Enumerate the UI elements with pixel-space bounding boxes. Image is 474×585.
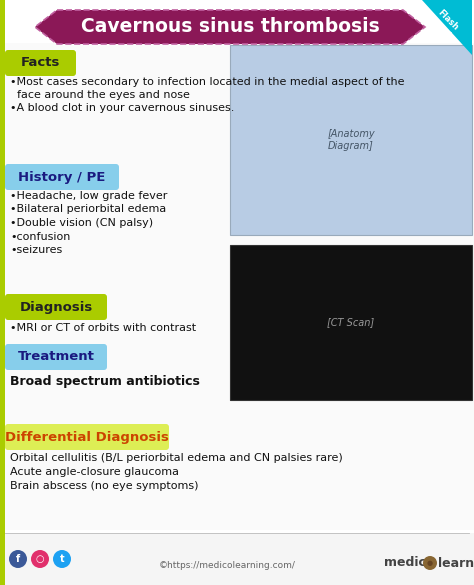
FancyBboxPatch shape: [5, 294, 107, 320]
Text: •Bilateral periorbital edema: •Bilateral periorbital edema: [10, 205, 166, 215]
Polygon shape: [422, 0, 472, 55]
Circle shape: [423, 556, 437, 570]
Text: •MRI or CT of orbits with contrast: •MRI or CT of orbits with contrast: [10, 323, 196, 333]
FancyBboxPatch shape: [5, 424, 169, 450]
Bar: [5, 43, 474, 530]
Text: medico: medico: [384, 556, 434, 570]
Text: Orbital cellulitis (B/L periorbital edema and CN palsies rare): Orbital cellulitis (B/L periorbital edem…: [10, 453, 343, 463]
Text: Differential Diagnosis: Differential Diagnosis: [5, 431, 169, 443]
Text: •Headache, low grade fever: •Headache, low grade fever: [10, 191, 167, 201]
Text: [CT Scan]: [CT Scan]: [328, 318, 374, 328]
Text: learning: learning: [438, 556, 474, 570]
Text: Cavernous sinus thrombosis: Cavernous sinus thrombosis: [81, 18, 379, 36]
Text: •A blood clot in your cavernous sinuses.: •A blood clot in your cavernous sinuses.: [10, 103, 234, 113]
Text: •seizures: •seizures: [10, 245, 62, 255]
Text: Treatment: Treatment: [18, 350, 94, 363]
Text: [Anatomy
Diagram]: [Anatomy Diagram]: [327, 129, 375, 151]
Text: face around the eyes and nose: face around the eyes and nose: [10, 90, 190, 100]
Text: t: t: [60, 554, 64, 564]
Text: Diagnosis: Diagnosis: [19, 301, 92, 314]
FancyBboxPatch shape: [5, 164, 119, 190]
Text: Acute angle-closure glaucoma: Acute angle-closure glaucoma: [10, 467, 179, 477]
Text: ○: ○: [36, 554, 44, 564]
Text: Facts: Facts: [21, 57, 60, 70]
Circle shape: [53, 550, 71, 568]
Text: ●: ●: [427, 560, 433, 566]
Circle shape: [9, 550, 27, 568]
FancyBboxPatch shape: [5, 344, 107, 370]
Text: Flash
Card: Flash Card: [428, 8, 460, 40]
Bar: [230, 45, 472, 235]
Text: •confusion: •confusion: [10, 232, 70, 242]
Text: Broad spectrum antibiotics: Broad spectrum antibiotics: [10, 375, 200, 388]
Text: Brain abscess (no eye symptoms): Brain abscess (no eye symptoms): [10, 481, 199, 491]
FancyBboxPatch shape: [5, 50, 76, 76]
Text: f: f: [16, 554, 20, 564]
Circle shape: [31, 550, 49, 568]
Text: •Double vision (CN palsy): •Double vision (CN palsy): [10, 218, 153, 228]
Bar: [230, 245, 472, 400]
Text: History / PE: History / PE: [18, 170, 106, 184]
Text: ©https://medicolearning.com/: ©https://medicolearning.com/: [159, 560, 295, 570]
Bar: [0, 533, 474, 585]
Polygon shape: [35, 10, 425, 44]
Text: •Most cases secondary to infection located in the medial aspect of the: •Most cases secondary to infection locat…: [10, 77, 404, 87]
Bar: [0, 0, 5, 585]
